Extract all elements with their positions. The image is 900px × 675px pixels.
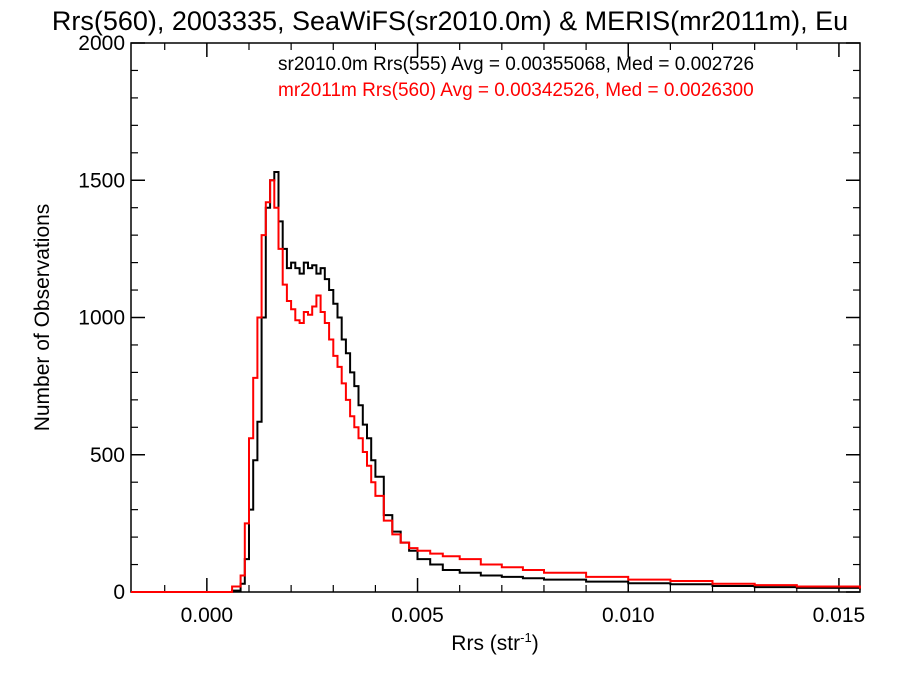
y-tick-label: 1500 [78,169,125,192]
y-axis: 0 500 1000 1500 2000 [78,32,860,604]
x-axis: 0.000 0.005 0.010 0.015 [164,43,866,627]
x-axis-label-superscript: -1 [520,630,532,645]
y-tick-label: 500 [90,444,125,467]
x-axis-label-main: Rrs (str [451,632,520,655]
plot-frame [130,42,861,593]
y-axis-label: Number of Observations [31,204,54,432]
series-mr2011-line [131,179,861,593]
legend-entry-sr2010: sr2010.0m Rrs(555) Avg = 0.00355068, Med… [278,54,754,75]
x-axis-label: Rrs (str-1) [451,630,538,655]
y-tick-label: 2000 [78,32,125,55]
x-tick-label: 0.010 [602,604,655,627]
y-tick-label: 1000 [78,307,125,330]
legend-entry-mr2011: mr2011m Rrs(560) Avg = 0.00342526, Med =… [278,80,754,101]
series-sr2010-line [131,171,861,593]
x-tick-label: 0.005 [391,604,444,627]
chart-title: Rrs(560), 2003335, SeaWiFS(sr2010.0m) & … [52,6,848,36]
x-tick-label: 0.000 [181,604,234,627]
x-axis-label-suffix: ) [532,632,539,655]
x-tick-label: 0.015 [813,604,866,627]
y-tick-label: 0 [113,581,125,604]
